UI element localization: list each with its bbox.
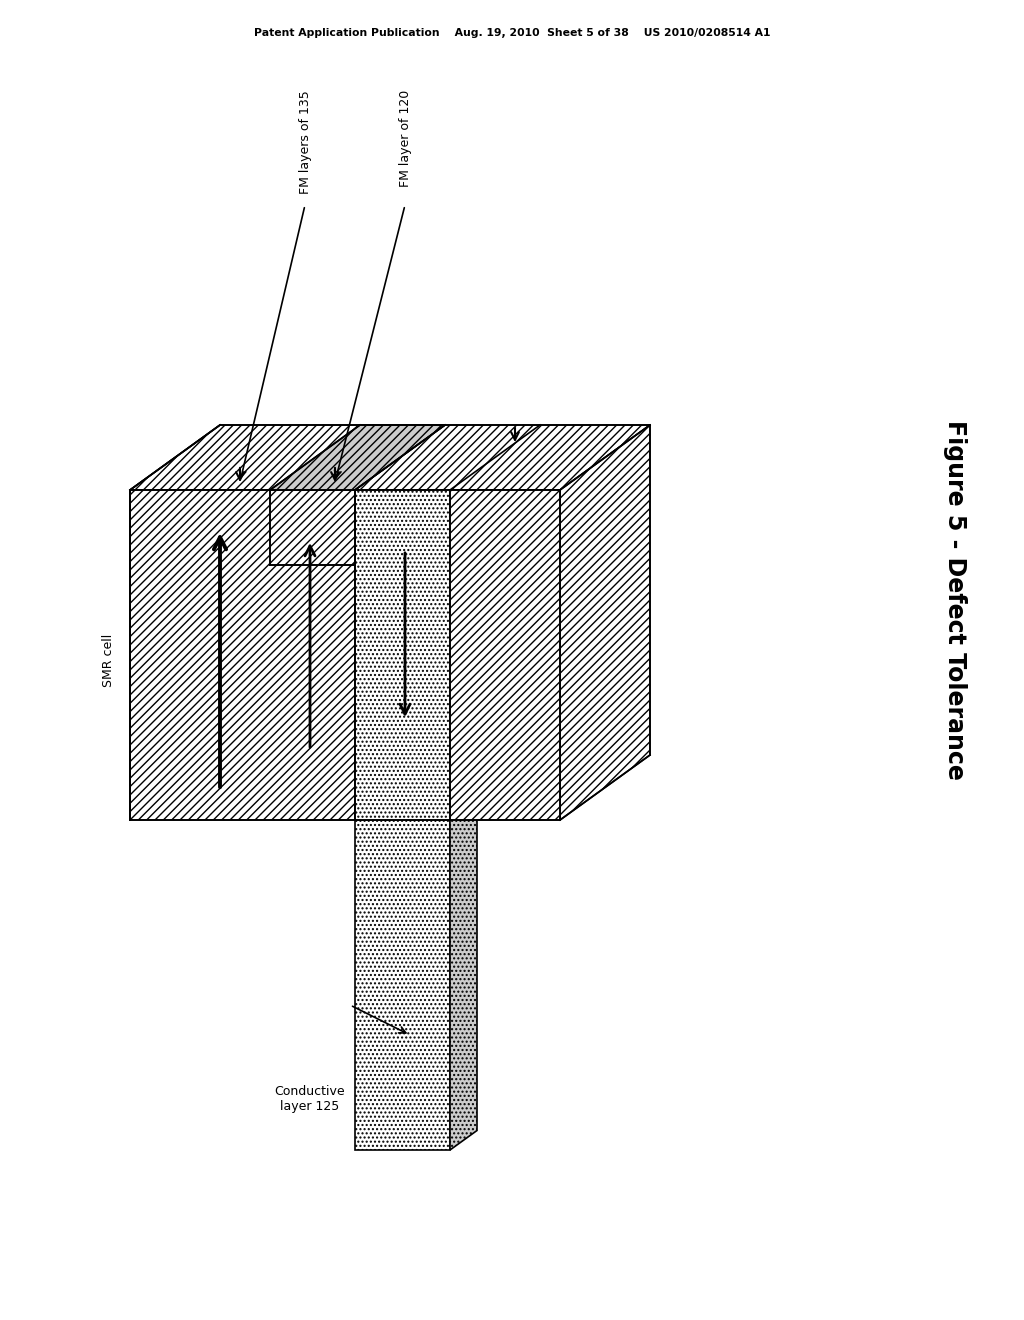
Polygon shape xyxy=(560,425,650,820)
Polygon shape xyxy=(270,425,445,490)
Polygon shape xyxy=(450,800,477,1150)
Text: SMR cell: SMR cell xyxy=(101,634,115,686)
Polygon shape xyxy=(130,490,355,820)
Text: FM layer of 120: FM layer of 120 xyxy=(398,90,412,187)
Text: FM layers of 135: FM layers of 135 xyxy=(299,90,311,194)
Polygon shape xyxy=(450,490,560,820)
Polygon shape xyxy=(130,425,650,490)
Text: Patent Application Publication    Aug. 19, 2010  Sheet 5 of 38    US 2010/020851: Patent Application Publication Aug. 19, … xyxy=(254,28,770,38)
Text: Figure 5 - Defect Tolerance: Figure 5 - Defect Tolerance xyxy=(943,420,967,780)
Polygon shape xyxy=(355,490,450,820)
Text: Conductive
layer 125: Conductive layer 125 xyxy=(274,1085,345,1113)
Polygon shape xyxy=(355,820,450,1150)
Polygon shape xyxy=(270,490,355,565)
